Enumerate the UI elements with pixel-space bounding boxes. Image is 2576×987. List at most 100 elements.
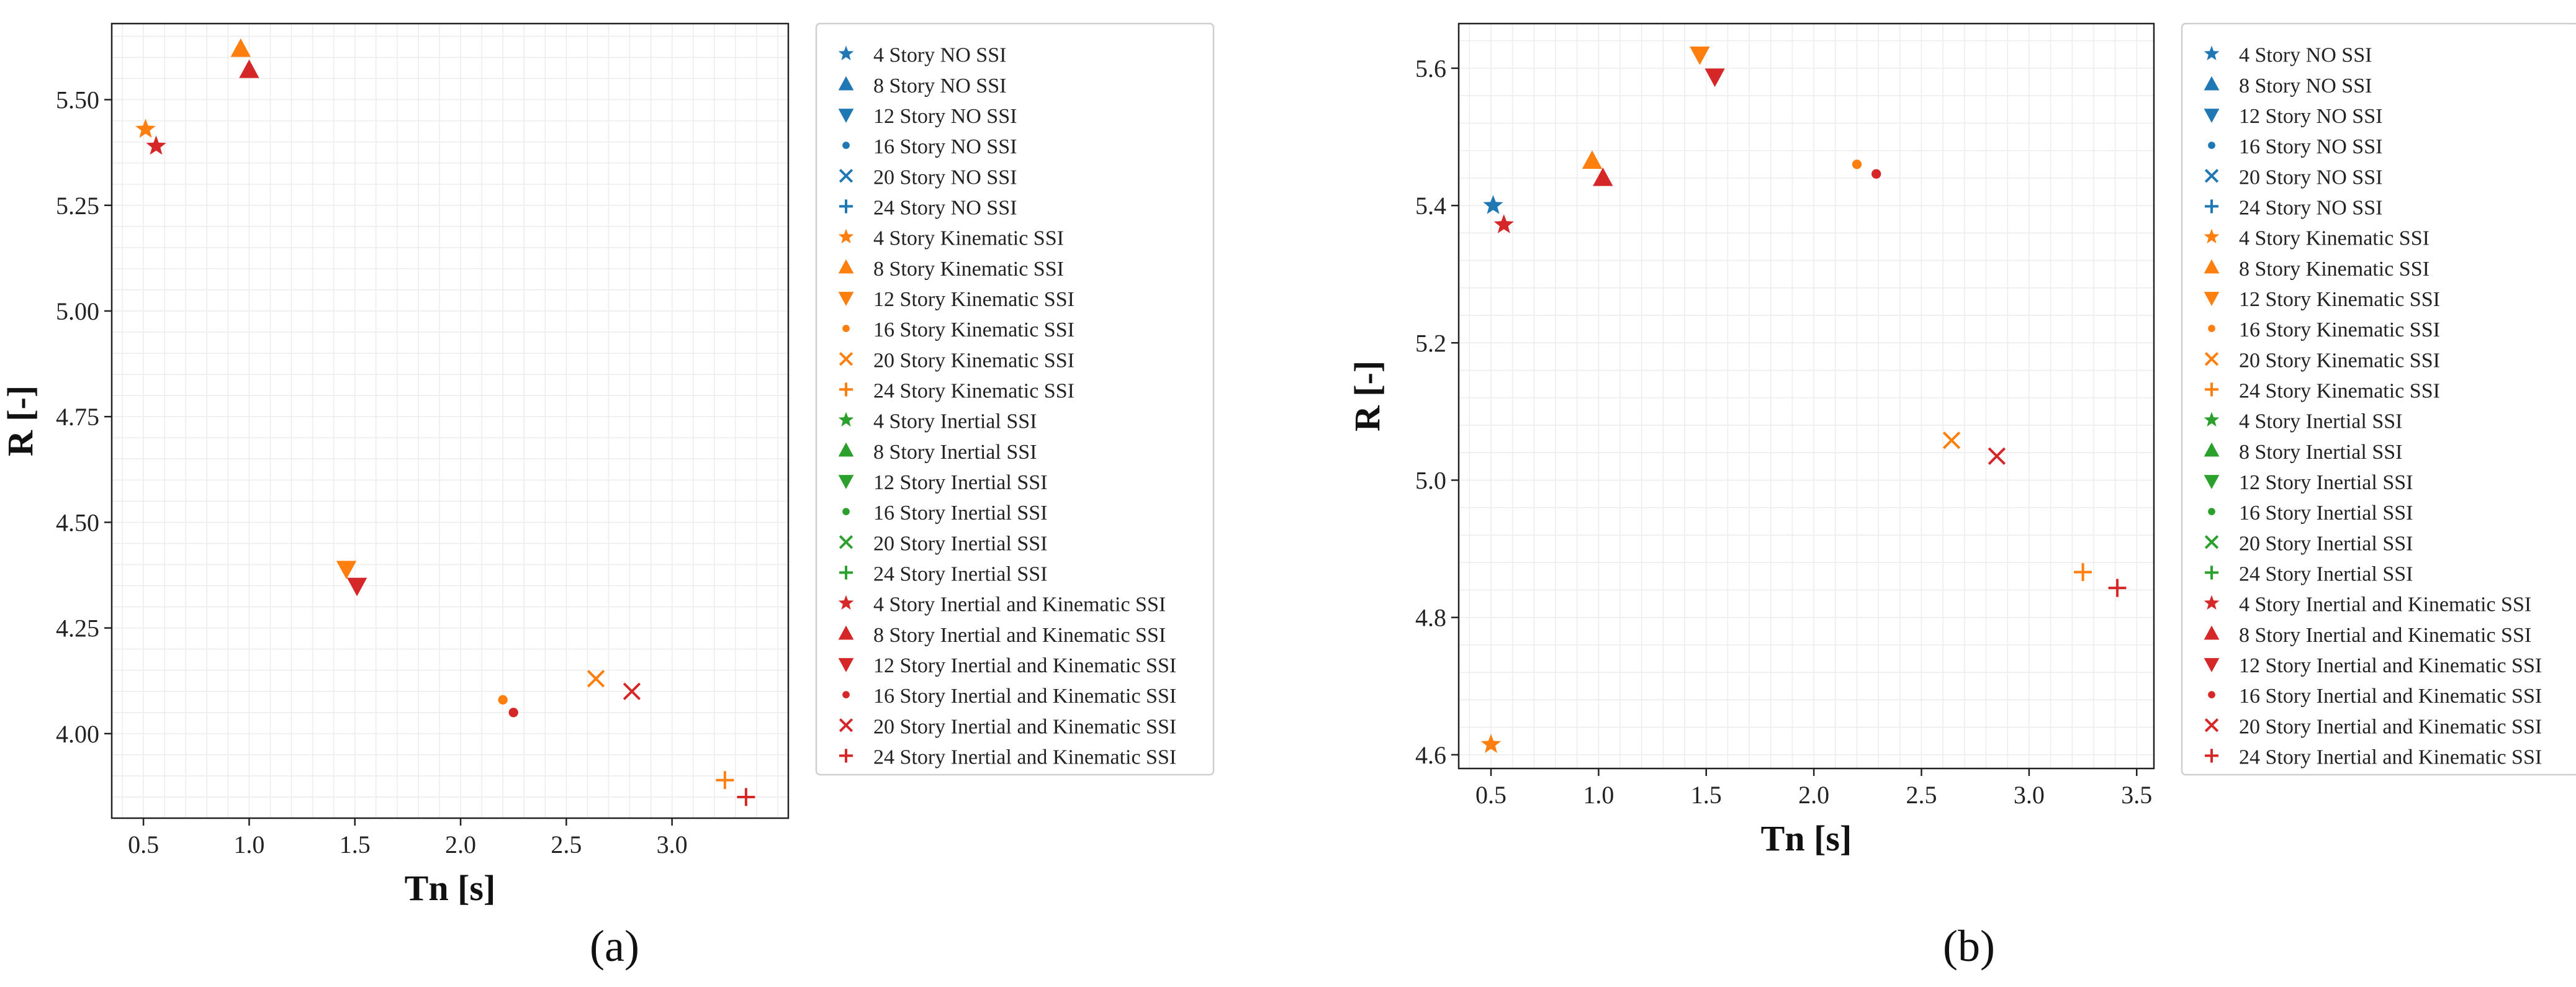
legend-marker-20-story-kinematic-ssi [839, 352, 853, 366]
legend-label: 20 Story Inertial and Kinematic SSI [873, 715, 1176, 738]
legend-marker-12-story-no-ssi [838, 109, 854, 123]
legend-marker-16-story-inertial-and-kinematic-ssi [2208, 691, 2215, 698]
y-tick-label: 4.75 [56, 403, 99, 431]
data-points-b [1480, 47, 2127, 753]
legend-label: 16 Story Inertial SSI [2239, 502, 2413, 525]
x-axis-label: Tn [s] [405, 868, 496, 908]
y-tick-label: 5.6 [1415, 55, 1446, 83]
x-tick-label: 1.5 [340, 831, 371, 859]
legend-marker-20-story-kinematic-ssi [2204, 352, 2219, 366]
y-tick-label: 5.25 [56, 192, 99, 220]
legend-marker-4-story-kinematic-ssi [838, 228, 854, 244]
point-20-story-kinematic-ssi [587, 670, 605, 688]
point-4-story-inertial-and-kinematic-ssi [146, 135, 166, 155]
y-tick-label: 4.8 [1415, 604, 1446, 632]
legend-label: 16 Story NO SSI [2239, 135, 2382, 158]
y-axis-label: R [-] [0, 385, 40, 456]
x-tick-label: 1.0 [233, 831, 264, 859]
y-tick-label: 4.6 [1415, 741, 1446, 769]
y-tick-label: 4.25 [56, 615, 99, 642]
legend-marker-20-story-no-ssi [839, 169, 853, 183]
legend-marker-8-story-no-ssi [2204, 76, 2220, 91]
legend-label: 8 Story Kinematic SSI [873, 258, 1064, 281]
x-tick-label: 3.0 [2014, 781, 2045, 809]
legend-marker-16-story-kinematic-ssi [2208, 325, 2215, 332]
legend-label: 20 Story NO SSI [2239, 166, 2382, 189]
legend-a: 4 Story NO SSI 8 Story NO SSI 12 Story NO … [815, 22, 1215, 776]
legend-label: 4 Story Kinematic SSI [2239, 227, 2430, 250]
point-8-story-inertial-and-kinematic-ssi [1593, 167, 1613, 186]
point-20-story-inertial-and-kinematic-ssi [1988, 447, 2006, 465]
legend-marker-24-story-no-ssi [839, 199, 853, 214]
legend-label: 12 Story Inertial SSI [873, 471, 1047, 494]
legend-marker-8-story-inertial-and-kinematic-ssi [2204, 625, 2220, 640]
legend-label: 16 Story Kinematic SSI [873, 318, 1074, 341]
point-4-story-kinematic-ssi [1480, 734, 1502, 753]
legend-b: 4 Story NO SSI 8 Story NO SSI 12 Story NO … [2181, 22, 2576, 776]
point-16-story-kinematic-ssi [1852, 160, 1862, 169]
point-4-story-inertial-and-kinematic-ssi [1493, 214, 1514, 233]
legend-label: 12 Story Inertial and Kinematic SSI [2239, 654, 2542, 677]
chart-panel-a: 0.5 1.0 1.5 2.0 2.5 3.0 4.00 4.25 4.50 4.75 5.00 5.… [0, 22, 1215, 908]
legend-label: 12 Story Kinematic SSI [2239, 288, 2440, 311]
legend-marker-12-story-no-ssi [2204, 109, 2220, 123]
legend-marker-20-story-inertial-and-kinematic-ssi [2204, 718, 2219, 732]
legend-label: 24 Story NO SSI [873, 196, 1017, 219]
point-24-story-inertial-and-kinematic-ssi [737, 788, 755, 806]
legend-box [815, 22, 1215, 776]
legend-label: 8 Story Inertial and Kinematic SSI [2239, 624, 2531, 647]
legend-marker-4-story-kinematic-ssi [2204, 228, 2220, 244]
legend-label: 4 Story Kinematic SSI [873, 227, 1064, 250]
legend-label: 8 Story Inertial and Kinematic SSI [873, 624, 1166, 647]
chart-panel-b: 0.5 1.0 1.5 2.0 2.5 3.0 3.5 4.6 4.8 5.0 5.2 5.4 5.6 T… [1347, 22, 2576, 859]
legend-label: 24 Story Inertial SSI [2239, 562, 2413, 585]
legend-marker-4-story-no-ssi [2204, 45, 2220, 61]
legend-label: 8 Story Inertial SSI [2239, 441, 2402, 464]
x-tick-label: 2.5 [1906, 781, 1937, 809]
legend-marker-8-story-inertial-and-kinematic-ssi [838, 625, 854, 640]
legend-label: 20 Story Inertial SSI [2239, 532, 2413, 555]
legend-marker-16-story-no-ssi [2208, 142, 2215, 149]
legend-marker-16-story-inertial-and-kinematic-ssi [842, 691, 850, 698]
legend-marker-16-story-no-ssi [842, 142, 850, 149]
x-tick-label: 2.0 [1798, 781, 1829, 809]
legend-marker-24-story-kinematic-ssi [839, 382, 853, 397]
point-8-story-kinematic-ssi [1582, 150, 1603, 169]
legend-marker-8-story-kinematic-ssi [838, 259, 854, 274]
legend-label: 12 Story Inertial SSI [2239, 471, 2413, 494]
legend-label: 4 Story Inertial and Kinematic SSI [2239, 593, 2531, 616]
legend-label: 12 Story NO SSI [2239, 105, 2382, 128]
panel-label-a: (a) [590, 921, 639, 971]
x-tick-label: 2.5 [551, 831, 582, 859]
legend-marker-12-story-inertial-ssi [2204, 475, 2220, 489]
legend-label: 4 Story Inertial SSI [2239, 410, 2402, 433]
legend-label: 4 Story Inertial SSI [873, 410, 1037, 433]
point-24-story-kinematic-ssi [716, 771, 734, 790]
legend-label: 12 Story NO SSI [873, 105, 1017, 128]
point-8-story-inertial-and-kinematic-ssi [239, 59, 259, 78]
legend-label: 24 Story Inertial and Kinematic SSI [2239, 746, 2542, 768]
point-16-story-inertial-and-kinematic-ssi [508, 708, 518, 718]
legend-marker-12-story-inertial-and-kinematic-ssi [838, 658, 854, 672]
point-16-story-inertial-and-kinematic-ssi [1871, 169, 1881, 179]
legend-marker-16-story-inertial-ssi [842, 508, 850, 515]
legend-marker-4-story-inertial-and-kinematic-ssi [838, 595, 854, 610]
x-tick-label: 0.5 [128, 831, 159, 859]
legend-marker-4-story-no-ssi [838, 45, 854, 61]
legend-marker-16-story-inertial-ssi [2208, 508, 2215, 515]
legend-marker-24-story-kinematic-ssi [2204, 382, 2219, 397]
grid-b [1459, 24, 2154, 768]
data-points-a [135, 38, 755, 806]
legend-label: 8 Story NO SSI [2239, 74, 2372, 97]
x-tick-label: 2.0 [445, 831, 476, 859]
legend-marker-20-story-inertial-and-kinematic-ssi [839, 718, 853, 732]
point-12-story-kinematic-ssi [1690, 47, 1710, 65]
legend-marker-20-story-inertial-ssi [2204, 535, 2219, 549]
legend-label: 4 Story NO SSI [873, 44, 1006, 67]
legend-marker-20-story-inertial-ssi [839, 535, 853, 549]
point-16-story-kinematic-ssi [498, 695, 508, 705]
y-axis-label: R [-] [1347, 361, 1387, 431]
legend-label: 16 Story Inertial and Kinematic SSI [2239, 685, 2542, 708]
legend-marker-8-story-no-ssi [838, 76, 854, 91]
